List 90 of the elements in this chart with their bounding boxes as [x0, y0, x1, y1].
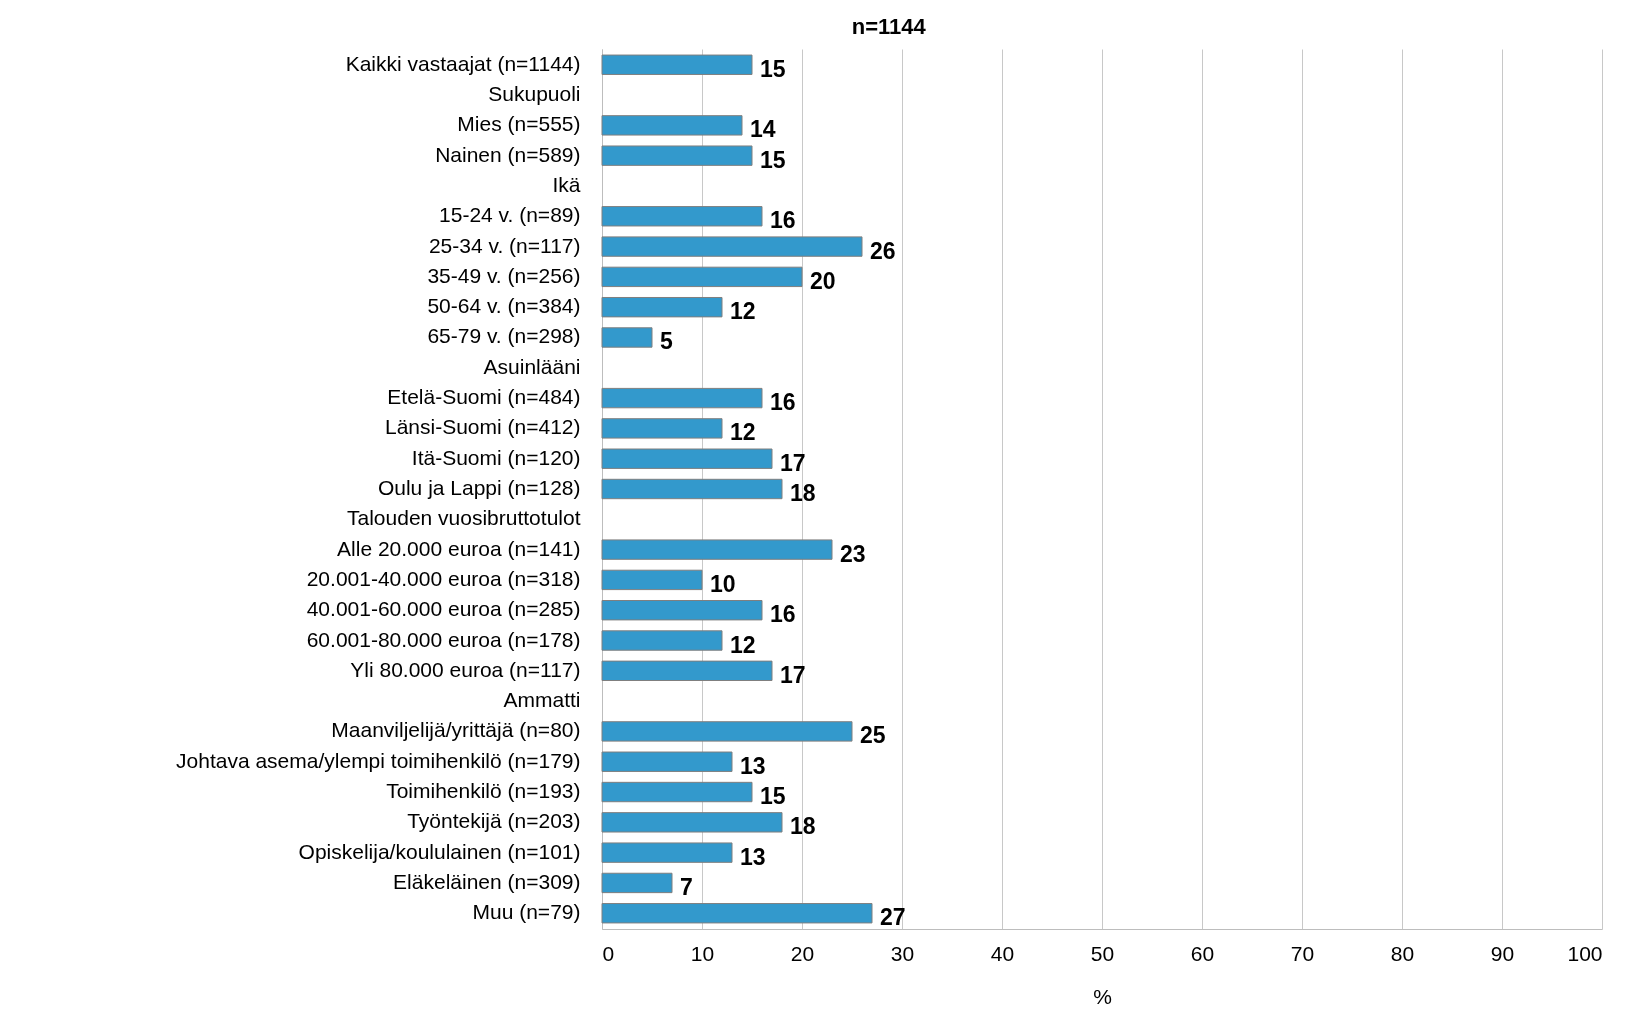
bar: [601, 327, 653, 348]
data-label: 13: [740, 843, 766, 870]
data-label: 25: [860, 722, 886, 749]
x-tick-label: 0: [602, 941, 615, 965]
y-tick-label: Etelä-Suomi (n=484): [387, 385, 581, 409]
bar: [601, 145, 753, 166]
y-tick-label: Oulu ja Lappi (n=128): [377, 476, 581, 499]
data-label: 16: [770, 389, 796, 416]
y-tick-label: Opiskelija/koululainen (n=101): [298, 839, 581, 863]
data-label: 23: [840, 540, 866, 567]
x-tick-label: 100: [1567, 941, 1603, 965]
y-tick-label: Kaikki vastaajat (n=1144): [345, 51, 581, 75]
data-label: 17: [780, 449, 806, 476]
data-label: 12: [730, 631, 756, 658]
bar: [601, 206, 763, 227]
bar: [601, 387, 763, 409]
data-label: 26: [870, 237, 896, 264]
bar: [601, 236, 863, 257]
y-tick-label: Eläkeläinen (n=309): [393, 869, 581, 893]
bar: [601, 630, 723, 651]
data-label: 12: [730, 419, 756, 446]
bar: [601, 448, 773, 469]
data-label: 5: [660, 328, 673, 355]
y-tick-label: Itä-Suomi (n=120): [411, 445, 581, 469]
y-tick-label: 20.001-40.000 euroa (n=318): [306, 566, 581, 590]
y-tick-label: Ikä: [552, 172, 581, 196]
bar: [601, 721, 853, 742]
y-tick-label: Talouden vuosibruttotulot: [347, 506, 581, 530]
y-tick-label: Länsi-Suomi (n=412): [384, 415, 581, 439]
data-label: 16: [770, 601, 796, 628]
data-label: 18: [790, 813, 816, 840]
y-tick-label: Toimihenkilö (n=193): [386, 779, 581, 803]
data-label: 14: [750, 116, 776, 143]
y-tick-label: 35-49 v. (n=256): [427, 263, 581, 287]
x-axis-title: %: [1093, 984, 1112, 1008]
data-label: 15: [760, 55, 786, 82]
y-tick-label: Sukupuoli: [488, 82, 581, 106]
data-label: 13: [740, 752, 766, 779]
x-tick-label: 30: [890, 941, 915, 965]
y-tick-label: 60.001-80.000 euroa (n=178): [306, 627, 581, 651]
y-tick-label: Muu (n=79): [472, 900, 581, 924]
y-tick-label: Työntekijä (n=203): [407, 809, 581, 833]
bar: [601, 600, 763, 621]
x-tick-label: 70: [1290, 941, 1315, 965]
x-tick-label: 90: [1490, 941, 1515, 965]
y-tick-label: 25-34 v. (n=117): [428, 233, 581, 257]
y-tick-label: Mies (n=555): [457, 112, 581, 136]
y-tick-label: Yli 80.000 euroa (n=117): [350, 657, 581, 681]
data-label: 12: [730, 298, 756, 325]
bar: [601, 478, 783, 500]
y-tick-label: 50-64 v. (n=384): [427, 294, 581, 318]
x-tick-label: 40: [990, 941, 1015, 965]
x-tick-label: 80: [1390, 941, 1415, 965]
y-tick-label: Johtava asema/ylempi toimihenkilö (n=179): [176, 748, 581, 772]
data-label: 16: [770, 207, 796, 234]
data-label: 27: [880, 904, 906, 931]
data-label: 10: [710, 570, 736, 597]
data-label: 7: [680, 873, 693, 900]
y-tick-label: Alle 20.000 euroa (n=141): [337, 536, 581, 560]
bar: [601, 812, 783, 833]
bar: [601, 539, 833, 560]
y-tick-label: Asuinlääni: [483, 354, 581, 378]
bar: [601, 660, 773, 682]
data-label: 15: [760, 783, 786, 810]
chart-title: n=1144: [851, 14, 927, 39]
data-label: 20: [810, 267, 836, 294]
y-tick-label: 40.001-60.000 euroa (n=285): [306, 597, 581, 621]
bar: [601, 569, 703, 591]
y-tick-label: 65-79 v. (n=298): [427, 324, 581, 348]
bar: [601, 842, 733, 863]
y-tick-label: Nainen (n=589): [435, 142, 581, 166]
bar: [601, 115, 743, 136]
bar: [601, 872, 673, 894]
y-tick-label: 15-24 v. (n=89): [439, 203, 581, 227]
y-tick-label: Maanviljelijä/yrittäjä (n=80): [331, 718, 581, 742]
bar: [601, 751, 733, 772]
bar: [601, 781, 753, 803]
bar: [601, 903, 873, 924]
data-label: 15: [760, 146, 786, 173]
y-tick-label: Ammatti: [503, 688, 581, 712]
x-tick-label: 60: [1190, 941, 1215, 965]
x-tick-label: 10: [690, 941, 715, 965]
x-tick-label: 20: [790, 941, 815, 965]
data-label: 17: [780, 661, 806, 688]
x-tick-label: 50: [1090, 941, 1115, 965]
bar: [601, 418, 723, 439]
bar: [601, 296, 723, 318]
bar: [601, 54, 753, 75]
data-label: 18: [790, 480, 816, 506]
bar: [601, 266, 803, 288]
